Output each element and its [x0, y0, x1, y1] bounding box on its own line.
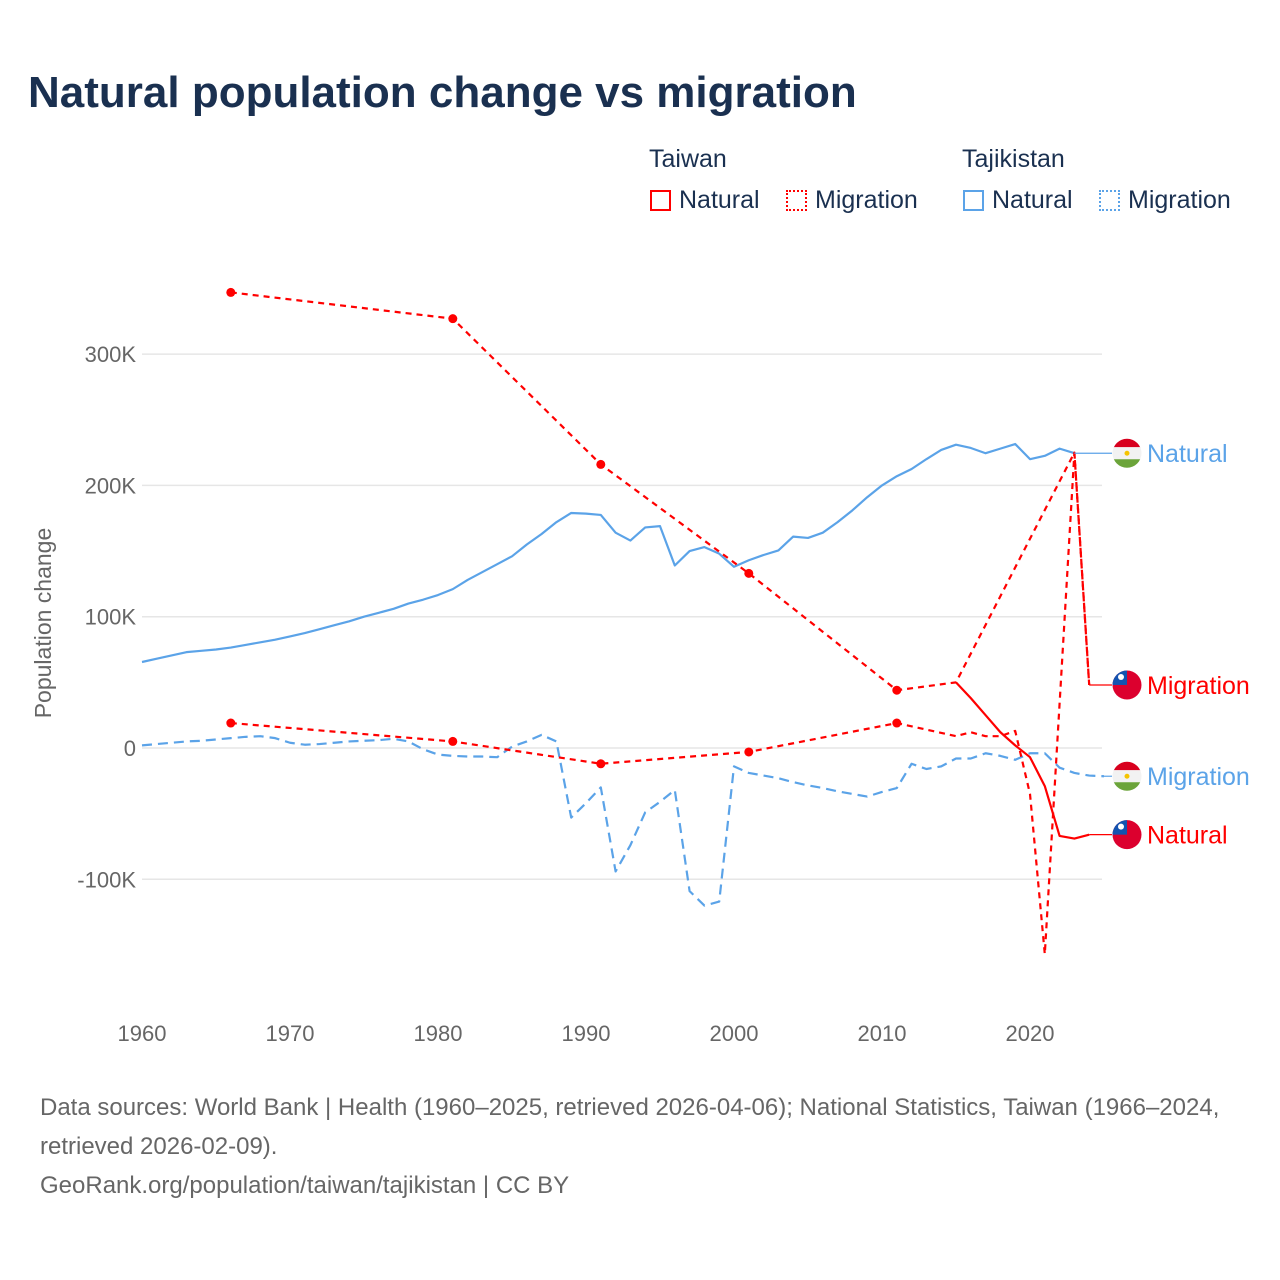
data-point: [448, 736, 458, 746]
x-tick-label: 1980: [414, 1021, 463, 1046]
solid-swatch-icon: [650, 190, 671, 211]
tajikistan-flag-icon: [1112, 761, 1142, 791]
data-point: [226, 718, 236, 728]
legend-taiwan-natural[interactable]: Natural: [650, 186, 760, 215]
legend-label: Migration: [815, 186, 918, 214]
legend-tajikistan-natural[interactable]: Natural: [963, 186, 1073, 215]
y-axis-label: Population change: [30, 528, 56, 719]
end-label: Migration: [1147, 763, 1250, 791]
data-point: [226, 287, 236, 297]
legend-tajikistan-migration[interactable]: Migration: [1099, 186, 1231, 215]
x-tick-label: 2020: [1006, 1021, 1055, 1046]
legend-taiwan-migration[interactable]: Migration: [786, 186, 918, 215]
x-tick-label: 1960: [118, 1021, 167, 1046]
chart-plot: 300K 200K 100K 0 -100K 1960 1970 1980 1990 2000 20…: [30, 287, 1250, 1046]
x-tick-label: 1990: [562, 1021, 611, 1046]
series-line-taiwan-natural-recent: [955, 681, 1090, 840]
data-sources: Data sources: World Bank | Health (1960–…: [40, 1094, 1220, 1160]
y-tick-label: 0: [124, 736, 136, 761]
tajikistan-flag-icon: [1112, 438, 1142, 468]
legend-group-tajikistan: Tajikistan: [962, 145, 1065, 173]
legend-label: Natural: [679, 186, 760, 214]
series-line-tajikistan-migration: [141, 733, 1105, 907]
legend-label: Migration: [1128, 186, 1231, 214]
data-point: [596, 459, 606, 469]
end-label: Migration: [1147, 672, 1250, 700]
taiwan-flag-icon: [1112, 670, 1142, 700]
taiwan-flag-icon: [1112, 820, 1142, 850]
dotted-swatch-icon: [1099, 190, 1120, 211]
y-tick-label: 200K: [85, 473, 137, 498]
end-label: Natural: [1147, 440, 1228, 468]
data-point: [892, 685, 902, 695]
x-tick-label: 2000: [710, 1021, 759, 1046]
legend-group-taiwan: Taiwan: [649, 145, 727, 173]
x-tick-label: 1970: [266, 1021, 315, 1046]
data-point: [744, 568, 754, 578]
series-line-taiwan-migration: [230, 291, 1091, 692]
solid-swatch-icon: [963, 190, 984, 211]
data-point: [744, 747, 754, 757]
y-tick-label: 300K: [85, 342, 137, 367]
series-line-taiwan-natural: [230, 451, 1091, 956]
data-point: [892, 718, 902, 728]
end-label: Natural: [1147, 822, 1228, 850]
source-link[interactable]: GeoRank.org/population/taiwan/tajikistan…: [40, 1172, 570, 1199]
data-point: [596, 759, 606, 769]
series-line-tajikistan-natural: [141, 442, 1075, 664]
dotted-swatch-icon: [786, 190, 807, 211]
y-tick-label: -100K: [77, 867, 136, 892]
footer: Data sources: World Bank | Health (1960–…: [40, 1088, 1250, 1205]
chart-title: Natural population change vs migration: [28, 68, 857, 117]
y-tick-label: 100K: [85, 605, 137, 630]
x-tick-label: 2010: [858, 1021, 907, 1046]
legend-label: Natural: [992, 186, 1073, 214]
data-point: [448, 314, 458, 324]
